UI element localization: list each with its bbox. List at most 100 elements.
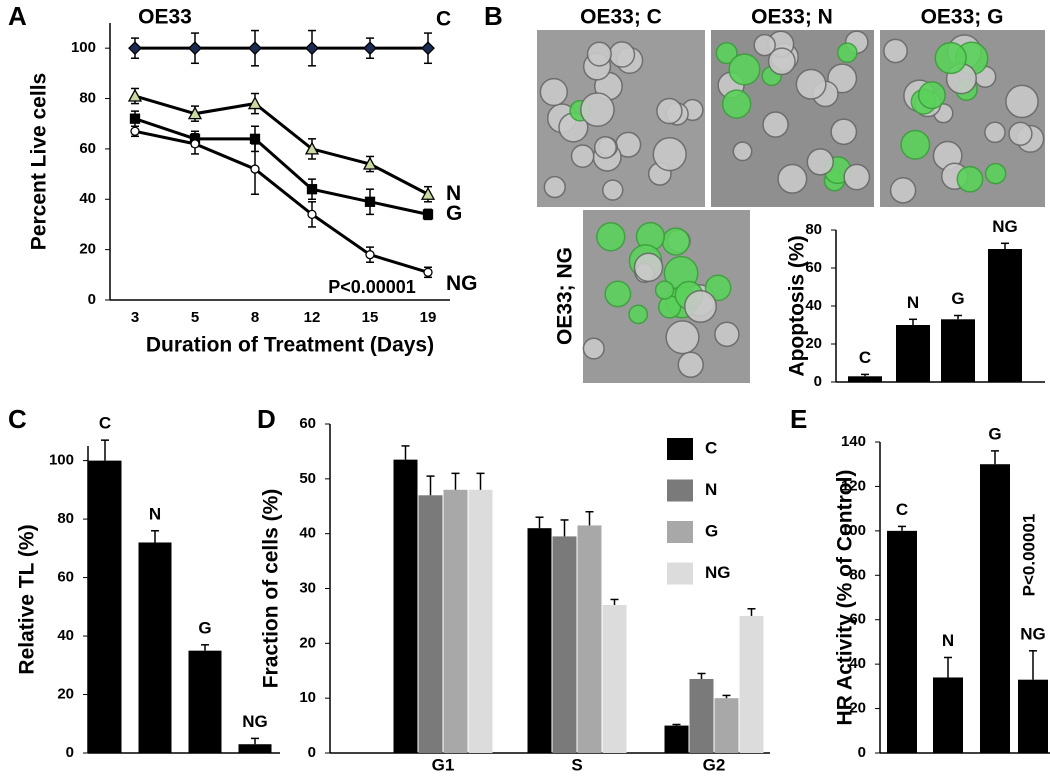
cell bbox=[602, 179, 624, 201]
y-tick-label: 40 bbox=[299, 525, 316, 542]
cell bbox=[777, 163, 808, 194]
marker bbox=[365, 250, 375, 260]
cell bbox=[795, 68, 827, 100]
cell bbox=[596, 222, 626, 252]
cell bbox=[608, 41, 636, 68]
y-tick-label: 60 bbox=[299, 415, 316, 432]
image-label: OE33; N bbox=[751, 6, 833, 29]
cell bbox=[883, 38, 908, 64]
y-tick-label: 140 bbox=[841, 433, 866, 450]
bar bbox=[468, 489, 493, 753]
bar bbox=[138, 542, 172, 753]
image-label: OE33; NG bbox=[554, 247, 577, 345]
cell bbox=[728, 53, 761, 86]
bar bbox=[739, 615, 764, 753]
cell bbox=[984, 162, 1007, 185]
marker bbox=[249, 133, 261, 144]
category-label: G bbox=[951, 289, 964, 308]
category-label: G bbox=[198, 618, 211, 637]
bar bbox=[552, 536, 577, 753]
y-tick-label: 60 bbox=[79, 140, 96, 157]
category-label: C bbox=[896, 500, 908, 519]
y-tick-label: 80 bbox=[57, 510, 74, 527]
bar bbox=[418, 495, 443, 753]
panel-letter: E bbox=[790, 404, 807, 434]
marker bbox=[420, 186, 436, 200]
cell bbox=[633, 252, 664, 283]
cell bbox=[1008, 121, 1033, 146]
cell bbox=[704, 274, 732, 302]
panel-letter: B bbox=[484, 1, 503, 31]
marker bbox=[363, 41, 377, 56]
series-line bbox=[134, 129, 429, 274]
cell bbox=[843, 163, 871, 191]
y-tick-label: 0 bbox=[66, 744, 74, 761]
x-tick-label: 8 bbox=[251, 309, 259, 326]
bar bbox=[238, 744, 272, 753]
cell bbox=[934, 41, 967, 75]
y-tick-label: 60 bbox=[57, 569, 74, 586]
marker bbox=[190, 139, 200, 149]
y-tick-label: 40 bbox=[57, 627, 74, 644]
y-tick-label: 60 bbox=[849, 611, 866, 628]
bar bbox=[896, 325, 930, 382]
series-line bbox=[134, 117, 429, 216]
cell bbox=[900, 129, 931, 160]
y-tick-label: 100 bbox=[841, 522, 866, 539]
category-label: N bbox=[907, 293, 919, 312]
y-tick-label: 80 bbox=[849, 566, 866, 583]
marker bbox=[127, 88, 143, 102]
cell bbox=[656, 97, 683, 125]
category-label: N bbox=[149, 504, 161, 523]
cell bbox=[984, 121, 1006, 144]
cell bbox=[715, 42, 738, 65]
cell bbox=[604, 280, 632, 308]
cell bbox=[586, 41, 612, 67]
bar bbox=[988, 249, 1022, 382]
y-tick-label: 20 bbox=[57, 685, 74, 702]
y-tick-label: 40 bbox=[849, 655, 866, 672]
y-tick-label: 80 bbox=[79, 90, 96, 107]
marker bbox=[306, 184, 318, 195]
category-label: NG bbox=[992, 217, 1018, 236]
bar bbox=[393, 459, 418, 753]
x-tick-label: 3 bbox=[131, 309, 139, 326]
panel-letter: A bbox=[8, 1, 27, 31]
y-tick-label: 20 bbox=[79, 241, 96, 258]
cell bbox=[628, 304, 649, 325]
y-axis-label: Apoptosis (%) bbox=[786, 235, 809, 376]
panel-letter: D bbox=[257, 404, 276, 434]
marker bbox=[364, 196, 376, 207]
y-tick-label: 50 bbox=[299, 470, 316, 487]
x-tick-label: 15 bbox=[362, 309, 379, 326]
cell bbox=[830, 118, 858, 146]
y-tick-label: 40 bbox=[805, 297, 822, 314]
y-tick-label: 100 bbox=[49, 452, 74, 469]
x-tick-label: 12 bbox=[304, 309, 321, 326]
y-tick-label: 0 bbox=[88, 291, 96, 308]
micrographs bbox=[537, 30, 1045, 383]
bar bbox=[188, 650, 222, 753]
cell bbox=[889, 177, 917, 204]
bar bbox=[443, 489, 468, 753]
series-label: C bbox=[436, 8, 451, 31]
legend-label: NG bbox=[705, 563, 731, 582]
y-tick-label: 20 bbox=[849, 700, 866, 717]
cell bbox=[543, 175, 566, 199]
chart-title: OE33 bbox=[138, 6, 192, 29]
cell bbox=[732, 141, 753, 162]
cell bbox=[1005, 84, 1039, 119]
marker bbox=[128, 41, 142, 56]
x-tick-label: 19 bbox=[420, 309, 437, 326]
bar bbox=[602, 604, 627, 753]
marker bbox=[305, 41, 319, 56]
y-tick-label: 0 bbox=[308, 744, 316, 761]
y-tick-label: 100 bbox=[71, 39, 96, 56]
cell bbox=[806, 148, 835, 176]
category-label: C bbox=[99, 414, 111, 433]
bar bbox=[88, 460, 122, 753]
marker bbox=[421, 41, 435, 56]
bar bbox=[980, 464, 1010, 753]
x-tick-label: G1 bbox=[432, 755, 455, 774]
bar bbox=[887, 530, 917, 753]
